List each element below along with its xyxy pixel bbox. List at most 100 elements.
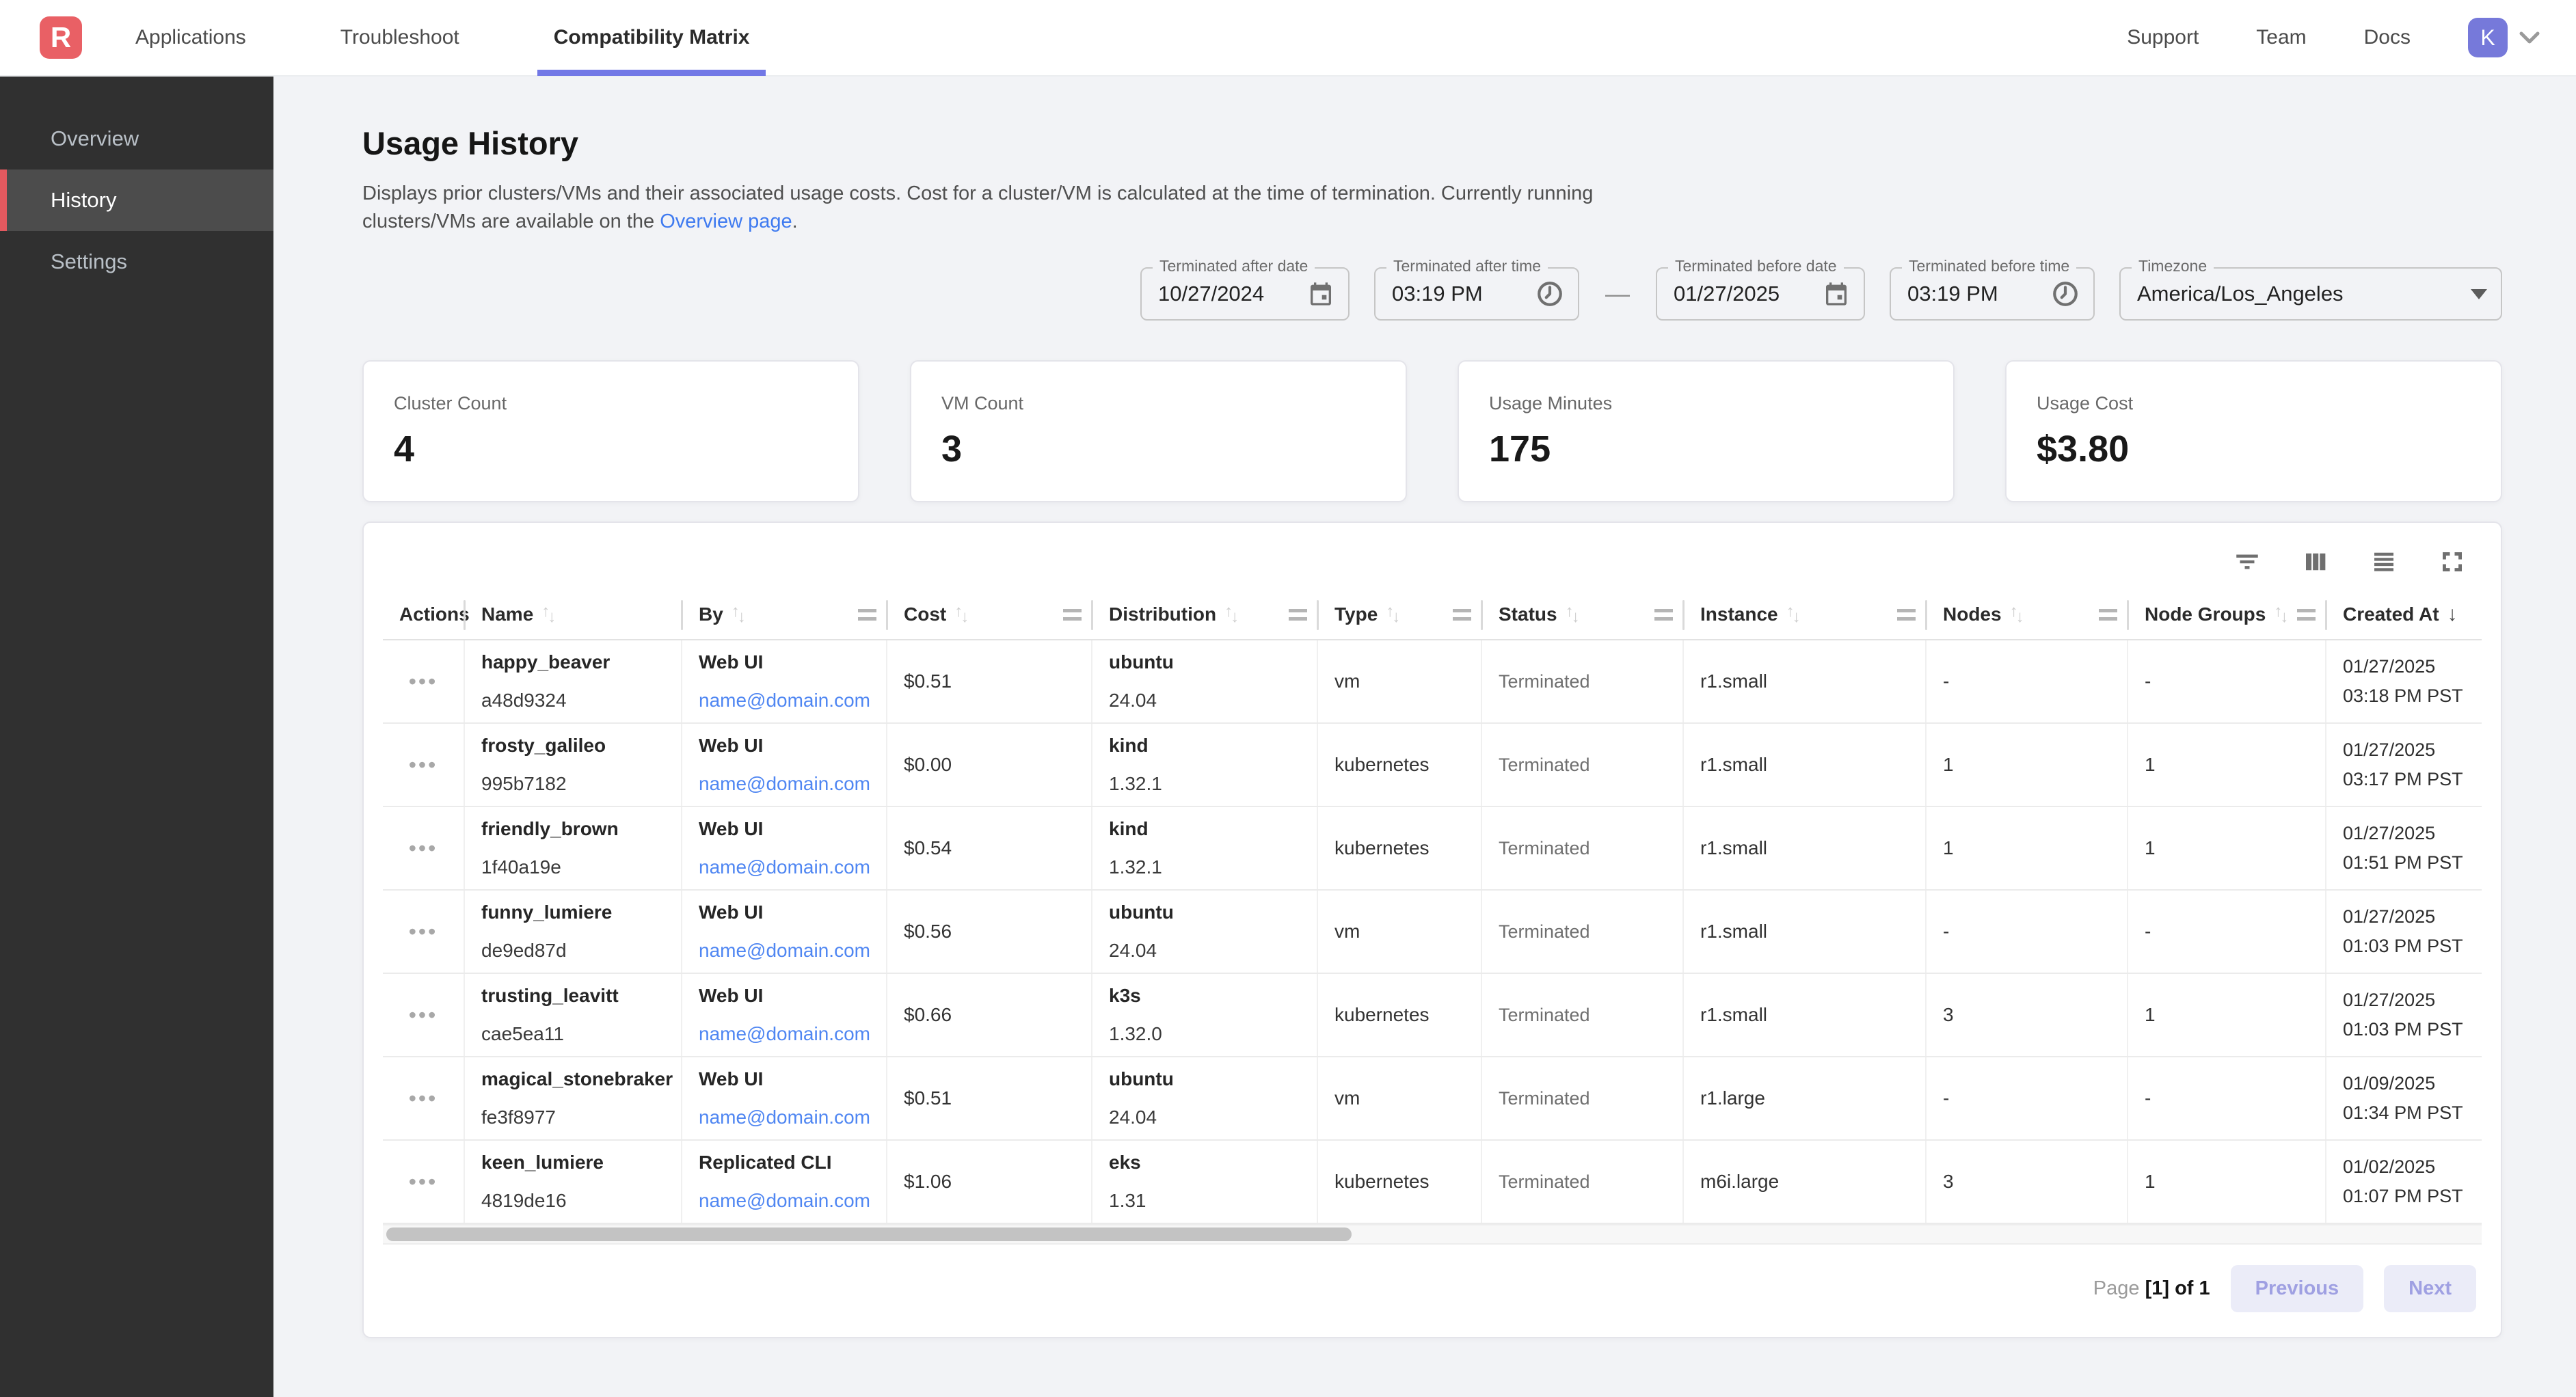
horizontal-scrollbar[interactable] — [383, 1224, 2482, 1245]
column-header-created-at[interactable]: Created At ↓ — [2326, 590, 2482, 639]
main-content: Usage History Displays prior clusters/VM… — [273, 77, 2576, 1397]
row-actions-button[interactable]: ••• — [409, 841, 438, 855]
columns-icon[interactable] — [2301, 547, 2330, 576]
sorted-desc-icon[interactable]: ↓ — [2447, 603, 2458, 626]
nav-team-link[interactable]: Team — [2256, 26, 2306, 49]
sidebar-item-history[interactable]: History — [0, 169, 273, 231]
next-page-button[interactable]: Next — [2384, 1265, 2476, 1312]
tab-compatibility-matrix[interactable]: Compatibility Matrix — [537, 0, 766, 76]
terminated-before-date-label: Terminated before date — [1668, 257, 1844, 275]
terminated-before-time-value[interactable]: 03:19 PM — [1907, 282, 1998, 306]
by-email-link[interactable]: name@domain.com — [699, 856, 886, 878]
column-header-type[interactable]: Type ↑↓ — [1318, 590, 1482, 639]
description-line1: Displays prior clusters/VMs and their as… — [362, 182, 1593, 204]
column-menu-icon[interactable] — [1897, 609, 1916, 621]
dropdown-caret-icon[interactable] — [2454, 289, 2487, 299]
by-source: Web UI — [699, 735, 886, 757]
terminated-after-time-field[interactable]: Terminated after time 03:19 PM — [1374, 267, 1579, 321]
sort-icon[interactable]: ↑↓ — [1566, 605, 1580, 624]
fullscreen-icon[interactable] — [2438, 547, 2467, 576]
row-actions-button[interactable]: ••• — [409, 675, 438, 688]
by-email-link[interactable]: name@domain.com — [699, 690, 886, 711]
sidebar-item-overview[interactable]: Overview — [0, 108, 273, 169]
column-label: Status — [1499, 603, 1557, 625]
column-header-by[interactable]: By ↑↓ — [682, 590, 887, 639]
column-header-status[interactable]: Status ↑↓ — [1482, 590, 1684, 639]
by-email-link[interactable]: name@domain.com — [699, 1107, 886, 1128]
row-actions-button[interactable]: ••• — [409, 1175, 438, 1189]
sort-icon[interactable]: ↑↓ — [541, 605, 556, 624]
column-menu-icon[interactable] — [2099, 609, 2117, 621]
sidebar: Overview History Settings — [0, 77, 273, 1397]
by-source: Web UI — [699, 1068, 886, 1090]
sort-icon[interactable]: ↑↓ — [2010, 605, 2024, 624]
column-label: Node Groups — [2145, 603, 2266, 625]
terminated-before-date-value[interactable]: 01/27/2025 — [1674, 282, 1780, 306]
column-menu-icon[interactable] — [858, 609, 876, 621]
account-menu[interactable]: K — [2468, 18, 2540, 57]
sort-icon[interactable]: ↑↓ — [1386, 605, 1400, 624]
column-label: Name — [481, 603, 533, 625]
type: vm — [1334, 921, 1481, 942]
chevron-down-icon[interactable] — [2519, 30, 2540, 45]
timezone-value[interactable]: America/Los_Angeles — [2137, 282, 2344, 306]
terminated-after-date-field[interactable]: Terminated after date 10/27/2024 — [1140, 267, 1350, 321]
timezone-label: Timezone — [2132, 257, 2214, 275]
tab-troubleshoot[interactable]: Troubleshoot — [324, 0, 476, 76]
density-icon[interactable] — [2370, 547, 2398, 576]
column-header-distribution[interactable]: Distribution ↑↓ — [1092, 590, 1318, 639]
column-header-actions: Actions — [383, 590, 465, 639]
column-header-name[interactable]: Name ↑↓ — [465, 590, 682, 639]
node-groups: 1 — [2145, 754, 2325, 776]
sort-icon[interactable]: ↑↓ — [1224, 605, 1239, 624]
column-menu-icon[interactable] — [2297, 609, 2316, 621]
nav-docs-link[interactable]: Docs — [2364, 26, 2411, 49]
column-label: Nodes — [1943, 603, 2002, 625]
column-menu-icon[interactable] — [1654, 609, 1673, 621]
row-actions-button[interactable]: ••• — [409, 1008, 438, 1022]
column-menu-icon[interactable] — [1289, 609, 1307, 621]
calendar-icon[interactable] — [1291, 280, 1334, 308]
type: kubernetes — [1334, 1171, 1481, 1193]
column-header-node-groups[interactable]: Node Groups ↑↓ — [2128, 590, 2326, 639]
clock-icon[interactable] — [2035, 280, 2080, 308]
filter-bar: Terminated after date 10/27/2024 Termina… — [362, 267, 2502, 321]
created-date: 01/09/2025 — [2343, 1073, 2482, 1094]
page-indicator: Page [1] of 1 — [2093, 1277, 2210, 1300]
overview-page-link[interactable]: Overview page — [660, 211, 792, 232]
tab-applications[interactable]: Applications — [119, 0, 263, 76]
calendar-icon[interactable] — [1806, 280, 1850, 308]
cost: $0.00 — [904, 754, 1091, 776]
sort-icon[interactable]: ↑↓ — [954, 605, 969, 624]
timezone-select[interactable]: Timezone America/Los_Angeles — [2119, 267, 2502, 321]
terminated-after-date-value[interactable]: 10/27/2024 — [1158, 282, 1264, 306]
distribution-version: 1.32.1 — [1109, 856, 1317, 878]
column-header-cost[interactable]: Cost ↑↓ — [887, 590, 1092, 639]
filter-icon[interactable] — [2233, 547, 2262, 576]
sort-icon[interactable]: ↑↓ — [2274, 605, 2288, 624]
previous-page-button[interactable]: Previous — [2231, 1265, 2364, 1312]
column-menu-icon[interactable] — [1063, 609, 1082, 621]
replicated-logo[interactable]: R — [40, 16, 82, 59]
column-header-nodes[interactable]: Nodes ↑↓ — [1927, 590, 2128, 639]
by-email-link[interactable]: name@domain.com — [699, 773, 886, 795]
clock-icon[interactable] — [1519, 280, 1564, 308]
sort-icon[interactable]: ↑↓ — [732, 605, 746, 624]
scrollbar-thumb[interactable] — [386, 1228, 1352, 1241]
by-email-link[interactable]: name@domain.com — [699, 940, 886, 962]
stat-card-vm-count: VM Count 3 — [910, 360, 1407, 502]
avatar[interactable]: K — [2468, 18, 2508, 57]
column-header-instance[interactable]: Instance ↑↓ — [1684, 590, 1927, 639]
nav-support-link[interactable]: Support — [2127, 26, 2199, 49]
column-menu-icon[interactable] — [1453, 609, 1471, 621]
terminated-before-time-field[interactable]: Terminated before time 03:19 PM — [1890, 267, 2095, 321]
row-actions-button[interactable]: ••• — [409, 1091, 438, 1105]
terminated-after-time-value[interactable]: 03:19 PM — [1392, 282, 1483, 306]
row-actions-button[interactable]: ••• — [409, 758, 438, 772]
row-actions-button[interactable]: ••• — [409, 925, 438, 938]
terminated-before-date-field[interactable]: Terminated before date 01/27/2025 — [1656, 267, 1865, 321]
by-email-link[interactable]: name@domain.com — [699, 1190, 886, 1212]
sidebar-item-settings[interactable]: Settings — [0, 231, 273, 293]
sort-icon[interactable]: ↑↓ — [1786, 605, 1801, 624]
by-email-link[interactable]: name@domain.com — [699, 1023, 886, 1045]
